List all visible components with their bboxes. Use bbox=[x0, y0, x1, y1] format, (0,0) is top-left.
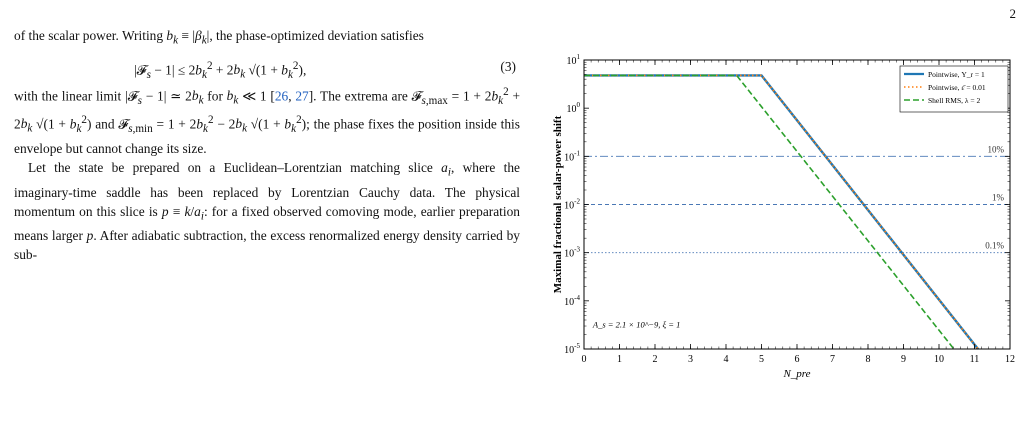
y-tick-label: 100 bbox=[567, 101, 581, 115]
x-tick-label: 2 bbox=[653, 354, 658, 365]
legend-label: Pointwise, ε̄ = 0.01 bbox=[928, 83, 986, 92]
x-tick-label: 0 bbox=[582, 354, 587, 365]
legend-label: Pointwise, Υ_r = 1 bbox=[928, 70, 985, 79]
x-tick-label: 8 bbox=[866, 354, 871, 365]
x-tick-label: 9 bbox=[901, 354, 906, 365]
paragraph-3: Let the state be prepared on a Euclidean… bbox=[14, 159, 521, 263]
x-tick-label: 6 bbox=[795, 354, 800, 365]
y-tick-exponent: -5 bbox=[574, 342, 580, 350]
figure: 10% 1% 0.1% A_s = 2.1 × 10^−9, ξ = 1 N_pre M… bbox=[548, 0, 1026, 419]
series-line bbox=[584, 74, 979, 350]
y-tick-exponent: -2 bbox=[574, 198, 580, 206]
text-column: of the scalar power. Writing bk ≡ |βk|, … bbox=[14, 26, 520, 264]
series-line bbox=[584, 74, 979, 350]
equation-number: (3) bbox=[500, 58, 516, 74]
y-tick-exponent: -4 bbox=[574, 294, 580, 302]
x-tick-label: 5 bbox=[759, 354, 764, 365]
x-tick-label: 11 bbox=[970, 354, 980, 365]
y-tick-label: 10-3 bbox=[564, 246, 580, 260]
y-axis-label: Maximal fractional scalar-power shift bbox=[552, 115, 564, 293]
page-number: 2 bbox=[1009, 6, 1017, 21]
y-tick-label: 10-5 bbox=[564, 342, 580, 356]
y-tick-exponent: 1 bbox=[577, 53, 581, 61]
y-tick-label: 10-1 bbox=[564, 149, 580, 163]
legend-label: Shell RMS, λ = 2 bbox=[928, 96, 981, 105]
y-tick-label: 10-4 bbox=[564, 294, 580, 308]
x-tick-label: 12 bbox=[1005, 354, 1015, 365]
plot-annotation: A_s = 2.1 × 10^−9, ξ = 1 bbox=[592, 319, 681, 329]
paragraph-1: of the scalar power. Writing bk ≡ |βk|, … bbox=[14, 28, 424, 47]
reference-line-label: 10% bbox=[988, 144, 1005, 154]
reference-line-label: 0.1% bbox=[985, 241, 1004, 251]
x-tick-label: 10 bbox=[934, 354, 944, 365]
series-line bbox=[584, 74, 955, 350]
y-tick-exponent: -3 bbox=[574, 246, 580, 254]
x-tick-label: 7 bbox=[830, 354, 835, 365]
y-tick-label: 10-2 bbox=[564, 198, 580, 212]
equation-3: |𝓕s − 1| ≤ 2bk2 + 2bk √(1 + bk2), (3) bbox=[134, 58, 516, 81]
y-tick-label: 101 bbox=[567, 53, 581, 67]
y-tick-exponent: -1 bbox=[574, 149, 580, 157]
x-tick-label: 1 bbox=[617, 354, 622, 365]
paragraph-2: with the linear limit |𝓕s − 1| ≃ 2bk for… bbox=[14, 85, 521, 156]
chart-svg: 10% 1% 0.1% A_s = 2.1 × 10^−9, ξ = 1 N_pre M… bbox=[552, 53, 1015, 380]
x-tick-label: 4 bbox=[724, 354, 729, 365]
x-tick-label: 3 bbox=[688, 354, 693, 365]
x-axis-label: N_pre bbox=[782, 368, 810, 380]
reference-line-label: 1% bbox=[992, 193, 1005, 203]
y-tick-exponent: 0 bbox=[577, 101, 581, 109]
